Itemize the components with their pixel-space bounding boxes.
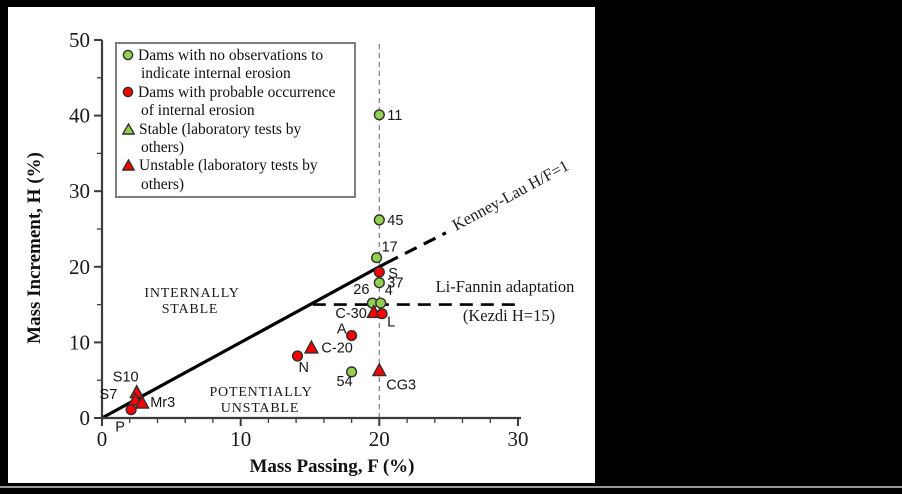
point-26-label: 26	[353, 282, 369, 298]
y-tick-label: 0	[80, 406, 91, 430]
data-points-group: 11 45 17 37 26 4 54 S L A N P C-30 C-20 CG3 S10 S7 Mr3	[100, 108, 417, 436]
y-tick-label: 40	[69, 104, 90, 128]
y-tick-label: 30	[69, 179, 90, 203]
point-54-label: 54	[337, 374, 353, 390]
line-kenney-lau-solid	[101, 261, 388, 420]
point-P-marker	[125, 404, 137, 416]
point-N-marker	[291, 350, 304, 362]
plot-legend: Dams with no observations to indicate in…	[115, 42, 356, 198]
point-C-20-label: C-20	[321, 341, 352, 357]
point-S7-label: S7	[100, 387, 118, 403]
x-axis-title: Mass Passing, F (%)	[249, 456, 414, 477]
point-S10-label: S10	[113, 369, 139, 385]
point-N-label: N	[299, 360, 309, 376]
point-37-marker	[373, 277, 385, 289]
line-kenney-lau-dashed	[385, 231, 447, 265]
kezdi-line-label: (Kezdi H=15)	[463, 306, 555, 325]
x-tick-label: 20	[369, 427, 390, 451]
y-tick-label: 50	[69, 28, 90, 52]
point-54-marker	[346, 366, 358, 378]
legend-item-no-observations: Dams with no observations to indicate in…	[122, 47, 352, 84]
bottom-divider-line	[0, 486, 902, 488]
y-tick-label: 10	[69, 330, 90, 354]
point-L-label: L	[387, 315, 395, 331]
legend-text: of internal erosion	[141, 102, 255, 120]
point-17-label: 17	[382, 240, 398, 256]
green-circle-marker-icon	[122, 47, 138, 64]
internally-stable-label-line1: INTERNALLY	[144, 286, 239, 301]
point-11-marker	[373, 109, 385, 121]
red-circle-marker-icon	[122, 84, 138, 101]
x-tick-label: 10	[230, 427, 251, 451]
point-CG3-label: CG3	[386, 377, 416, 393]
point-11-label: 11	[387, 108, 402, 124]
legend-text: Unstable (laboratory tests by	[139, 157, 318, 175]
point-L-marker	[376, 308, 388, 320]
point-Mr3-marker	[134, 394, 150, 409]
point-C-20-marker	[303, 339, 319, 354]
point-P-label: P	[115, 420, 125, 436]
potentially-unstable-label-line1: POTENTIALLY	[209, 385, 312, 400]
point-A-label: A	[337, 322, 347, 338]
legend-item-stable-lab: Stable (laboratory tests by others)	[121, 120, 352, 158]
legend-text: indicate internal erosion	[141, 65, 291, 83]
point-45-marker	[373, 214, 385, 226]
point-A-marker	[346, 330, 358, 342]
point-S-marker	[373, 266, 385, 278]
point-4-label: 4	[385, 283, 393, 299]
point-Mr3-label: Mr3	[150, 395, 175, 411]
point-45-label: 45	[387, 213, 403, 229]
point-37-label: 37	[387, 276, 403, 292]
legend-text: Stable (laboratory tests by	[139, 120, 302, 138]
internally-stable-label-line2: STABLE	[162, 302, 219, 317]
legend-text: Dams with no observations to	[138, 47, 324, 64]
red-triangle-marker-icon	[121, 157, 139, 174]
x-tick-label: 30	[508, 427, 529, 451]
green-triangle-marker-icon	[121, 121, 139, 138]
potentially-unstable-label-line2: UNSTABLE	[221, 401, 299, 416]
point-CG3-marker	[371, 362, 387, 377]
legend-text: others)	[141, 175, 185, 193]
legend-text: others)	[141, 139, 185, 157]
reference-lines-group	[101, 42, 520, 420]
point-4-marker	[375, 297, 387, 309]
li-fannin-line-label: Li-Fannin adaptation	[436, 277, 575, 296]
x-tick-label: 0	[97, 427, 108, 451]
axes-group: 0 10 20 30 0 10 20 30 40 50	[69, 28, 529, 451]
point-S-label: S	[388, 266, 398, 282]
y-axis-title: Mass Increment, H (%)	[24, 152, 45, 344]
point-C-30-label: C-30	[335, 306, 366, 322]
legend-text: Dams with probable occurrence	[138, 83, 336, 101]
y-tick-label: 20	[69, 255, 90, 279]
point-17-marker	[371, 252, 383, 264]
legend-item-probable-erosion: Dams with probable occurrence of interna…	[122, 84, 352, 121]
legend-item-unstable-lab: Unstable (laboratory tests by others)	[121, 157, 352, 194]
